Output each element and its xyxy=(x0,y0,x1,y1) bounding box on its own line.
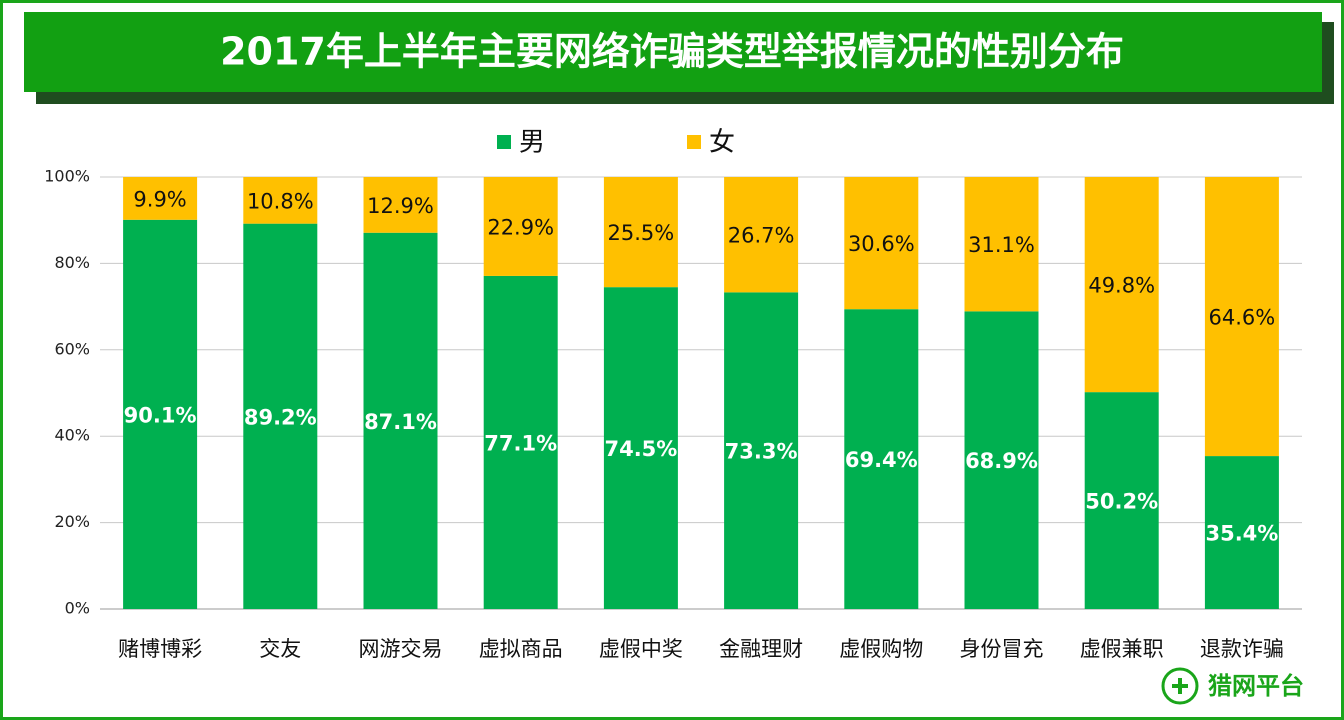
bar-segment xyxy=(964,311,1039,609)
bar-segment xyxy=(483,275,558,609)
bar-segment xyxy=(1204,456,1279,609)
bar-segment xyxy=(724,292,799,609)
y-tick-label: 40% xyxy=(54,426,90,445)
legend-label: 男 xyxy=(519,128,545,158)
value-label: 77.1% xyxy=(484,431,557,455)
legend-label: 女 xyxy=(709,128,735,158)
legend-swatch xyxy=(687,135,701,149)
value-label: 26.7% xyxy=(728,224,795,248)
bar-segment xyxy=(123,219,198,609)
chart-title: 2017年上半年主要网络诈骗类型举报情况的性别分布 xyxy=(220,30,1124,74)
x-tick-label: 虚假中奖 xyxy=(599,637,683,661)
x-tick-label: 虚假购物 xyxy=(839,637,923,661)
value-label: 87.1% xyxy=(364,410,437,434)
logo-icon xyxy=(1161,667,1199,705)
y-tick-label: 100% xyxy=(44,167,90,186)
bar-segment xyxy=(603,177,678,288)
value-label: 9.9% xyxy=(133,187,186,211)
value-label: 31.1% xyxy=(968,233,1035,257)
value-label: 64.6% xyxy=(1209,306,1276,330)
value-label: 69.4% xyxy=(845,448,918,472)
value-label: 50.2% xyxy=(1085,490,1158,514)
x-tick-label: 虚拟商品 xyxy=(479,637,563,661)
bar-segment xyxy=(363,177,438,233)
logo-text: 猎网平台 xyxy=(1208,672,1304,700)
x-tick-label: 赌博博彩 xyxy=(118,637,202,661)
value-label: 90.1% xyxy=(124,403,197,427)
bar-segment xyxy=(123,177,198,220)
x-tick-label: 金融理财 xyxy=(719,637,803,661)
value-label: 25.5% xyxy=(608,221,675,245)
x-tick-label: 虚假兼职 xyxy=(1080,637,1164,661)
x-tick-label: 交友 xyxy=(259,637,301,661)
bar-segment xyxy=(724,177,799,293)
value-label: 12.9% xyxy=(367,194,434,218)
bar-segment xyxy=(363,232,438,609)
title-banner xyxy=(24,12,1322,92)
value-label: 10.8% xyxy=(247,189,314,213)
bar-segment xyxy=(964,177,1039,312)
value-label: 74.5% xyxy=(604,437,677,461)
value-label: 22.9% xyxy=(487,215,554,239)
y-tick-label: 80% xyxy=(54,253,90,272)
logo: 猎网平台 xyxy=(1161,667,1304,705)
logo-cross xyxy=(1172,678,1188,694)
bar-segment xyxy=(1084,177,1159,393)
x-tick-label: 网游交易 xyxy=(359,637,443,661)
bar-segment xyxy=(1204,177,1279,457)
value-label: 49.8% xyxy=(1088,274,1155,298)
bar-segment xyxy=(603,287,678,609)
value-label: 35.4% xyxy=(1205,522,1278,546)
bar-segment xyxy=(243,177,318,224)
value-label: 68.9% xyxy=(965,449,1038,473)
value-label: 30.6% xyxy=(848,232,915,256)
value-label: 89.2% xyxy=(244,405,317,429)
bar-segment xyxy=(1084,392,1159,609)
bar-segment xyxy=(844,309,919,609)
x-tick-label: 退款诈骗 xyxy=(1200,637,1284,661)
y-tick-label: 20% xyxy=(54,512,90,531)
x-tick-label: 身份冒充 xyxy=(960,637,1044,661)
bar-segment xyxy=(844,177,919,310)
y-tick-label: 60% xyxy=(54,339,90,358)
bar-segment xyxy=(243,223,318,609)
bar-segment xyxy=(483,177,558,276)
value-label: 73.3% xyxy=(725,440,798,464)
legend-swatch xyxy=(497,135,511,149)
y-tick-label: 0% xyxy=(65,599,90,618)
